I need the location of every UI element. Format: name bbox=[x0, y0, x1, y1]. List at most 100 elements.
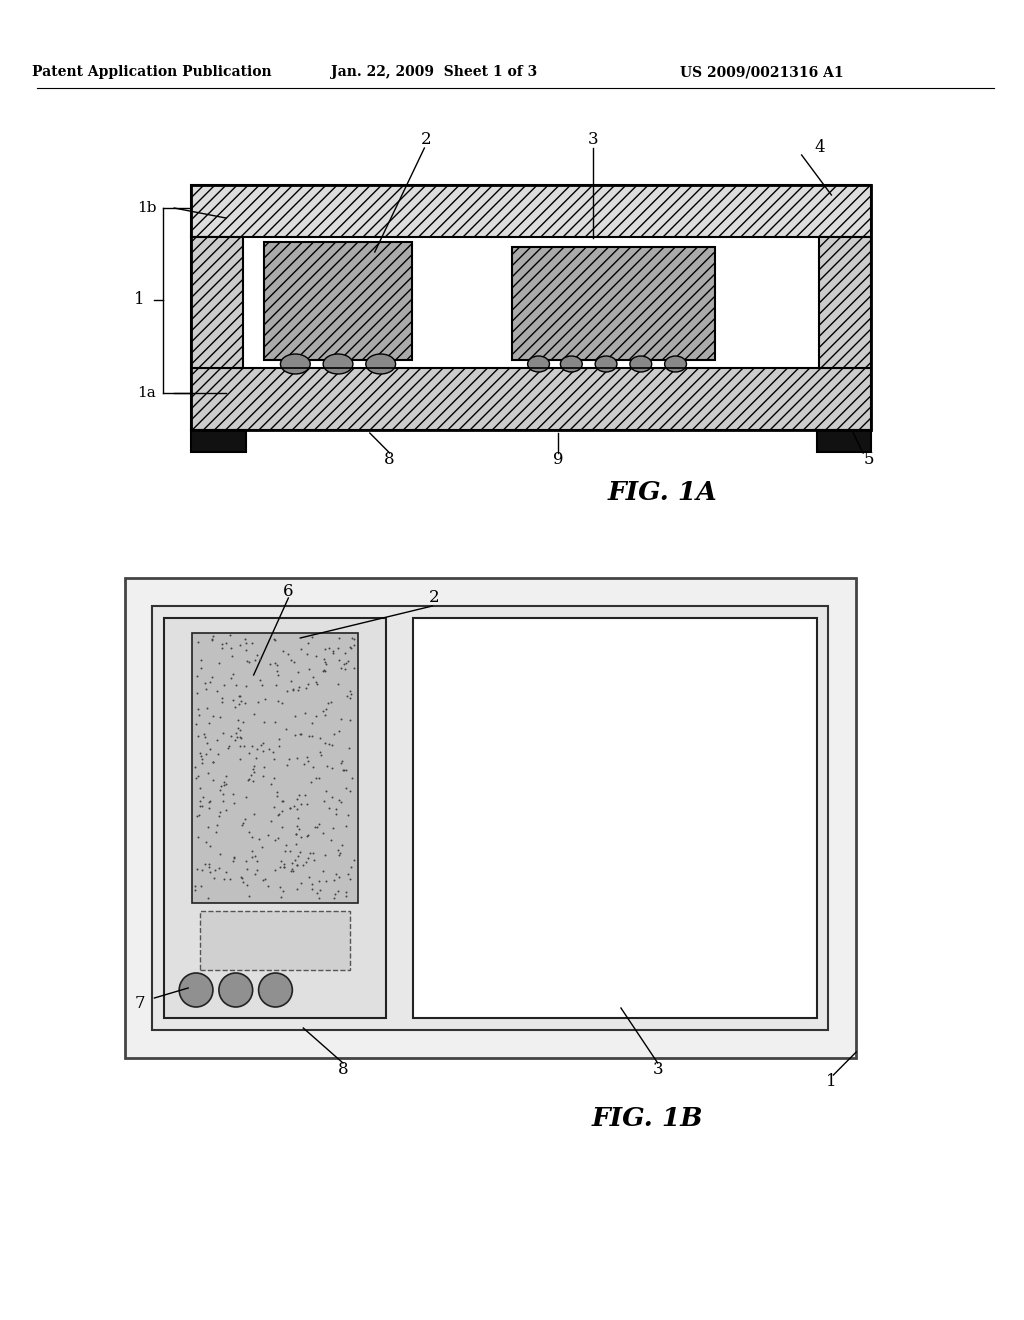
Point bbox=[270, 664, 287, 685]
Point bbox=[316, 639, 333, 660]
Point bbox=[201, 792, 217, 813]
Text: 4: 4 bbox=[814, 140, 824, 157]
Point bbox=[300, 673, 316, 694]
Point bbox=[308, 672, 325, 693]
Point bbox=[299, 746, 315, 767]
Point bbox=[290, 846, 306, 867]
Point bbox=[299, 643, 315, 664]
Ellipse shape bbox=[665, 356, 686, 372]
Point bbox=[293, 793, 309, 814]
Point bbox=[274, 640, 291, 661]
Point bbox=[346, 850, 362, 871]
Point bbox=[200, 763, 216, 784]
Point bbox=[283, 861, 299, 882]
Point bbox=[226, 696, 243, 717]
Point bbox=[199, 733, 215, 754]
Point bbox=[291, 784, 307, 805]
Point bbox=[217, 766, 233, 787]
Point bbox=[191, 742, 208, 763]
Point bbox=[200, 816, 216, 837]
Point bbox=[225, 850, 242, 871]
Point bbox=[290, 661, 306, 682]
Point bbox=[244, 735, 260, 756]
Point bbox=[342, 869, 358, 890]
Point bbox=[324, 692, 340, 713]
Text: 8: 8 bbox=[338, 1061, 348, 1078]
Point bbox=[205, 751, 221, 772]
Point bbox=[287, 725, 303, 746]
Point bbox=[339, 686, 355, 708]
Point bbox=[241, 886, 257, 907]
Point bbox=[239, 675, 255, 696]
Point bbox=[325, 643, 341, 664]
Point bbox=[245, 771, 261, 792]
Point bbox=[246, 704, 262, 725]
Text: Jan. 22, 2009  Sheet 1 of 3: Jan. 22, 2009 Sheet 1 of 3 bbox=[331, 65, 538, 79]
Point bbox=[216, 774, 232, 795]
Point bbox=[343, 857, 359, 878]
Point bbox=[340, 805, 356, 826]
Point bbox=[288, 824, 304, 845]
Point bbox=[247, 845, 263, 866]
Point bbox=[322, 797, 338, 818]
Point bbox=[300, 750, 316, 771]
Point bbox=[226, 729, 243, 750]
Point bbox=[336, 643, 352, 664]
Point bbox=[252, 648, 268, 669]
Point bbox=[333, 752, 349, 774]
Bar bbox=[125, 578, 856, 1059]
Text: 1a: 1a bbox=[137, 385, 156, 400]
Point bbox=[330, 880, 346, 902]
Point bbox=[279, 718, 295, 739]
Ellipse shape bbox=[179, 973, 213, 1007]
Point bbox=[191, 777, 208, 799]
Point bbox=[260, 825, 276, 846]
Point bbox=[194, 795, 210, 816]
Point bbox=[249, 644, 265, 665]
Point bbox=[327, 869, 343, 890]
Point bbox=[310, 871, 327, 892]
Point bbox=[293, 639, 309, 660]
Point bbox=[186, 879, 203, 900]
Point bbox=[198, 832, 214, 853]
Point bbox=[229, 709, 246, 730]
Point bbox=[212, 843, 228, 865]
Point bbox=[190, 726, 207, 747]
Point bbox=[189, 826, 206, 847]
Point bbox=[291, 818, 307, 840]
Point bbox=[237, 628, 253, 649]
Point bbox=[316, 845, 333, 866]
Point bbox=[317, 653, 334, 675]
Ellipse shape bbox=[560, 356, 583, 372]
Point bbox=[229, 718, 246, 739]
Point bbox=[326, 723, 342, 744]
Ellipse shape bbox=[630, 356, 651, 372]
Point bbox=[278, 834, 294, 855]
Point bbox=[317, 652, 334, 673]
Point bbox=[284, 649, 300, 671]
Point bbox=[241, 822, 257, 843]
Point bbox=[266, 796, 283, 817]
Point bbox=[284, 858, 300, 879]
Point bbox=[249, 859, 265, 880]
Point bbox=[209, 680, 225, 701]
Point bbox=[202, 672, 218, 693]
Point bbox=[244, 632, 260, 653]
Point bbox=[257, 869, 273, 890]
Point bbox=[301, 842, 317, 863]
Point bbox=[190, 766, 207, 787]
Point bbox=[253, 675, 269, 696]
Point bbox=[199, 697, 215, 718]
Point bbox=[305, 667, 322, 688]
Point bbox=[312, 879, 329, 900]
Point bbox=[255, 733, 271, 754]
Point bbox=[310, 767, 327, 788]
Point bbox=[211, 805, 227, 826]
Point bbox=[290, 680, 306, 701]
Point bbox=[234, 711, 251, 733]
Point bbox=[256, 711, 272, 733]
Point bbox=[293, 723, 309, 744]
Point bbox=[194, 859, 210, 880]
Point bbox=[213, 688, 229, 709]
Point bbox=[316, 704, 333, 725]
